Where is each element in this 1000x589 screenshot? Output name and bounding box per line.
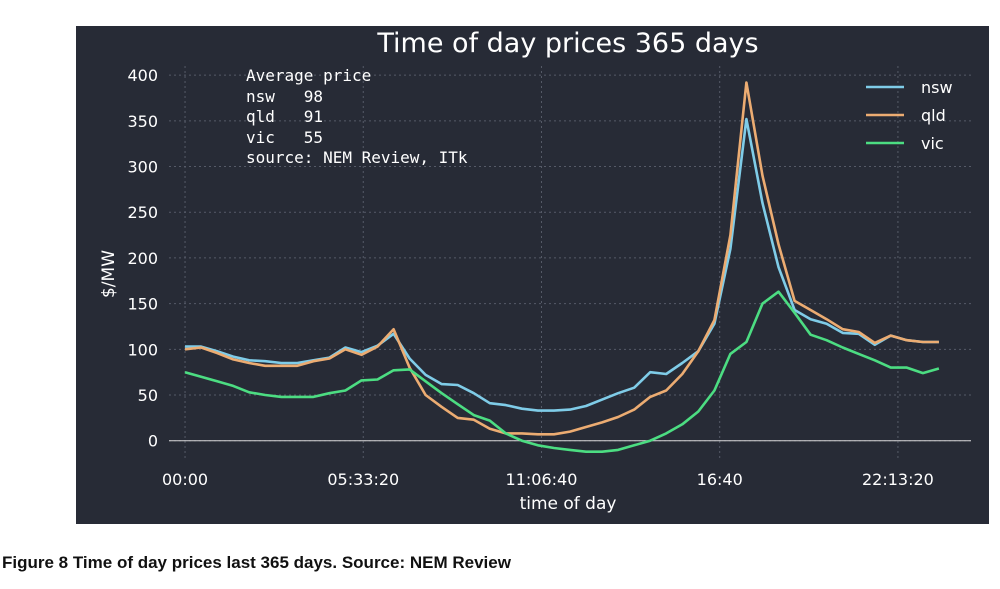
y-tick-label: 100	[127, 340, 158, 359]
annotation-line: vic 55	[246, 128, 323, 147]
series-line-vic	[184, 290, 940, 454]
x-tick-label: 11:06:40	[506, 470, 578, 489]
annotation-line: qld 91	[246, 107, 323, 126]
series-lines	[184, 81, 940, 454]
y-tick-label: 150	[127, 295, 158, 314]
grid-lines	[169, 66, 971, 459]
y-tick-label: 350	[127, 112, 158, 131]
y-tick-label: 200	[127, 249, 158, 268]
x-tick-label: 05:33:20	[327, 470, 399, 489]
y-tick-label: 0	[148, 432, 158, 451]
annotation-line: nsw 98	[246, 87, 323, 106]
y-tick-labels: 0 50 100 150 200 250 300 350 400	[127, 66, 158, 451]
chart-title: Time of day prices 365 days	[376, 28, 758, 59]
x-axis-label: time of day	[520, 494, 617, 514]
y-tick-label: 300	[127, 158, 158, 177]
annotation-line: Average price	[246, 66, 371, 85]
series-line-qld	[184, 81, 939, 436]
chart-panel: 0 50 100 150 200 250 300 350 400 00:00 05:33:20 11…	[76, 26, 989, 524]
line-chart: 0 50 100 150 200 250 300 350 400 00:00 05:33:20 11…	[99, 28, 971, 514]
legend-label-qld: qld	[921, 106, 946, 125]
y-tick-label: 50	[138, 386, 158, 405]
x-tick-label: 22:13:20	[862, 470, 934, 489]
legend: nsw qld vic	[866, 78, 953, 153]
x-tick-label: 16:40	[697, 470, 743, 489]
y-axis-label: $/MW	[99, 250, 119, 298]
y-tick-label: 250	[127, 203, 158, 222]
legend-label-vic: vic	[921, 134, 944, 153]
average-price-annotation: Average price nsw 98 qld 91 vic 55 sourc…	[246, 66, 468, 167]
figure-caption: Figure 8 Time of day prices last 365 day…	[2, 553, 511, 572]
y-tick-label: 400	[127, 66, 158, 85]
annotation-line: source: NEM Review, ITk	[246, 148, 468, 167]
legend-label-nsw: nsw	[921, 78, 953, 97]
x-tick-label: 00:00	[162, 470, 208, 489]
x-tick-labels: 00:00 05:33:20 11:06:40 16:40 22:13:20	[162, 470, 934, 489]
